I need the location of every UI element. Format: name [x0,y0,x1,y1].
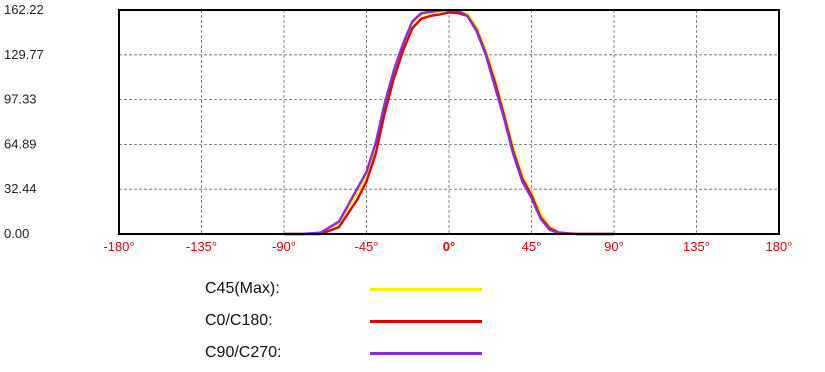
x-tick-label: -180° [103,239,134,254]
x-tick-label: -45° [355,239,379,254]
x-tick-label: 90° [604,239,624,254]
y-tick-label: 129.77 [4,47,44,62]
x-tick-label: 135° [683,239,710,254]
y-tick-label: 97.33 [4,92,37,107]
x-tick-labels: -180° -135° -90° -45° 0° 45° 90° 135° 180° [103,239,792,254]
y-tick-label: 0.00 [4,226,29,241]
x-tick-label: 45° [522,239,542,254]
plot-frame [118,9,780,235]
y-tick-label: 64.89 [4,136,37,151]
grid-lines [119,10,779,234]
y-tick-labels: 162.22 129.77 97.33 64.89 32.44 0.00 [4,2,44,241]
y-tick-label: 32.44 [4,181,37,196]
y-tick-label: 162.22 [4,2,44,17]
x-tick-label: -135° [186,239,217,254]
x-tick-label: 0° [443,239,455,254]
x-tick-label: -90° [272,239,296,254]
x-tick-label: 180° [766,239,793,254]
